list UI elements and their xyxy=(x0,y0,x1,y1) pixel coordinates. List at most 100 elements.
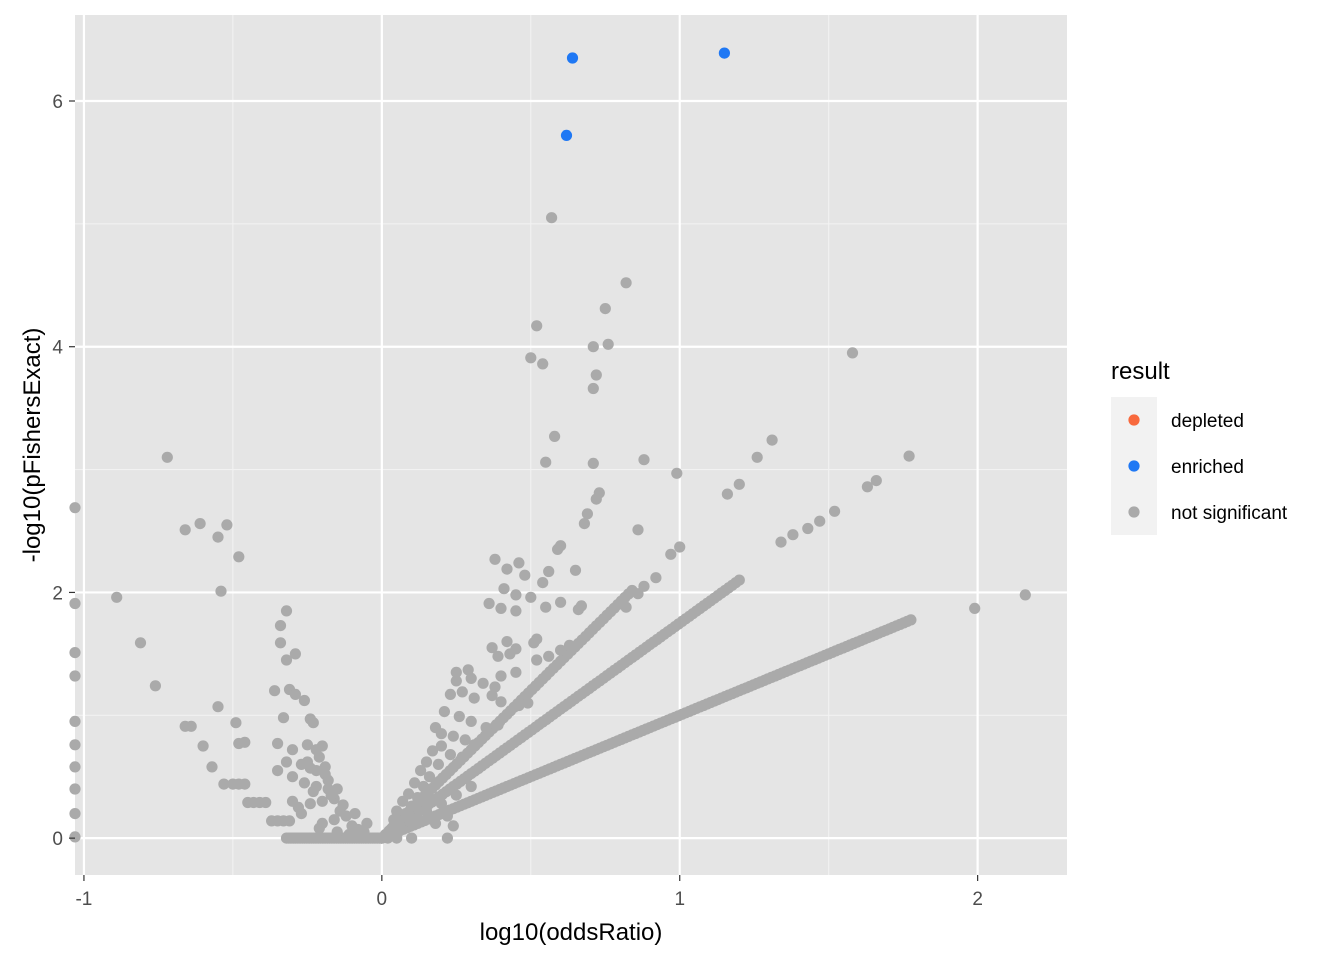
data-point-not-significant xyxy=(537,577,549,589)
data-point-not-significant xyxy=(301,756,313,768)
data-point-not-significant xyxy=(435,798,447,810)
data-point-not-significant xyxy=(510,605,522,617)
data-point-not-significant xyxy=(197,740,209,752)
data-point-not-significant xyxy=(465,780,477,793)
data-point-not-significant xyxy=(587,341,599,353)
data-point-not-significant xyxy=(563,639,576,651)
data-point-not-significant xyxy=(233,551,245,563)
major-gridlines xyxy=(75,15,1067,875)
data-point-not-significant xyxy=(161,451,173,463)
data-point-not-significant xyxy=(295,808,307,820)
data-point-not-significant xyxy=(590,493,602,505)
data-point-not-significant xyxy=(450,666,462,678)
data-point-not-significant xyxy=(412,792,424,804)
data-point-not-significant xyxy=(540,601,552,613)
legend-label: not significant xyxy=(1171,503,1288,524)
data-point-not-significant xyxy=(385,823,397,836)
data-point-not-significant xyxy=(766,434,778,446)
data-point-not-significant xyxy=(450,789,462,801)
data-point-not-significant xyxy=(829,505,841,517)
x-tick-label: 2 xyxy=(972,889,983,910)
data-point-not-significant xyxy=(486,642,498,654)
data-point-not-significant xyxy=(322,774,334,787)
data-point-not-significant xyxy=(814,515,826,527)
data-point-not-significant xyxy=(483,597,495,610)
data-point-not-significant xyxy=(230,717,242,729)
data-point-not-significant xyxy=(301,739,313,751)
data-point-not-significant xyxy=(513,699,525,712)
data-point-not-significant xyxy=(453,710,465,723)
data-point-not-significant xyxy=(468,739,480,751)
data-point-enriched xyxy=(566,52,579,64)
data-point-not-significant xyxy=(426,745,439,757)
data-point-not-significant xyxy=(519,569,531,581)
data-point-not-significant xyxy=(501,563,513,575)
data-point-not-significant xyxy=(289,648,301,660)
data-point-enriched xyxy=(718,47,731,59)
data-point-not-significant xyxy=(477,677,489,689)
x-tick-label: 1 xyxy=(674,889,685,910)
legend-key-enriched xyxy=(1128,460,1140,472)
data-point-not-significant xyxy=(504,648,516,660)
data-point-not-significant xyxy=(468,692,480,704)
data-point-not-significant xyxy=(239,736,251,748)
data-point-not-significant xyxy=(298,777,310,789)
data-point-not-significant xyxy=(456,751,468,763)
data-point-not-significant xyxy=(465,715,477,728)
data-point-not-significant xyxy=(444,749,456,761)
data-point-not-significant xyxy=(221,519,233,531)
data-point-not-significant xyxy=(905,614,917,626)
data-point-not-significant xyxy=(286,795,299,807)
data-point-not-significant xyxy=(307,717,319,729)
data-point-not-significant xyxy=(587,382,599,395)
data-point-not-significant xyxy=(307,785,319,798)
data-point-not-significant xyxy=(555,596,567,608)
data-point-not-significant xyxy=(260,796,272,809)
data-point-not-significant xyxy=(531,320,543,332)
data-point-not-significant xyxy=(543,650,555,662)
data-point-not-significant xyxy=(69,647,81,659)
data-point-not-significant xyxy=(432,758,444,771)
data-point-not-significant xyxy=(423,771,436,783)
data-point-not-significant xyxy=(486,690,498,702)
data-point-not-significant xyxy=(721,488,734,500)
data-point-not-significant xyxy=(382,832,394,844)
data-point-not-significant xyxy=(185,720,197,732)
data-point-not-significant xyxy=(861,481,874,493)
data-point-not-significant xyxy=(581,508,594,520)
data-point-not-significant xyxy=(435,740,447,752)
legend: result depleted enriched not significant xyxy=(1111,358,1288,535)
data-point-not-significant xyxy=(69,502,81,514)
data-point-not-significant xyxy=(802,522,814,535)
legend-title: result xyxy=(1111,358,1170,385)
data-point-not-significant xyxy=(406,832,418,844)
y-tick-label: 4 xyxy=(52,338,63,359)
data-point-not-significant xyxy=(546,212,558,224)
data-point-not-significant xyxy=(495,602,507,615)
data-point-not-significant xyxy=(492,650,504,662)
data-point-not-significant xyxy=(331,783,343,795)
data-point-not-significant xyxy=(272,765,284,777)
data-point-not-significant xyxy=(134,637,147,649)
data-point-not-significant xyxy=(492,719,504,731)
data-point-not-significant xyxy=(510,666,522,678)
data-point-not-significant xyxy=(498,583,510,595)
data-point-not-significant xyxy=(632,524,644,536)
y-tick-label: 6 xyxy=(52,92,63,113)
data-point-not-significant xyxy=(313,822,325,834)
data-point-not-significant xyxy=(638,580,650,592)
data-point-not-significant xyxy=(283,815,296,827)
data-point-not-significant xyxy=(269,685,281,697)
data-point-not-significant xyxy=(447,820,459,832)
data-point-not-significant xyxy=(340,810,352,822)
data-point-not-significant xyxy=(438,706,450,718)
y-tick-label: 2 xyxy=(52,583,63,604)
data-point-not-significant xyxy=(69,783,81,795)
data-point-not-significant xyxy=(751,451,763,463)
data-point-not-significant xyxy=(870,475,882,487)
data-point-not-significant xyxy=(391,805,403,817)
data-point-not-significant xyxy=(277,712,290,724)
data-point-not-significant xyxy=(638,454,650,466)
x-axis: -1 0 1 2 xyxy=(75,875,983,910)
